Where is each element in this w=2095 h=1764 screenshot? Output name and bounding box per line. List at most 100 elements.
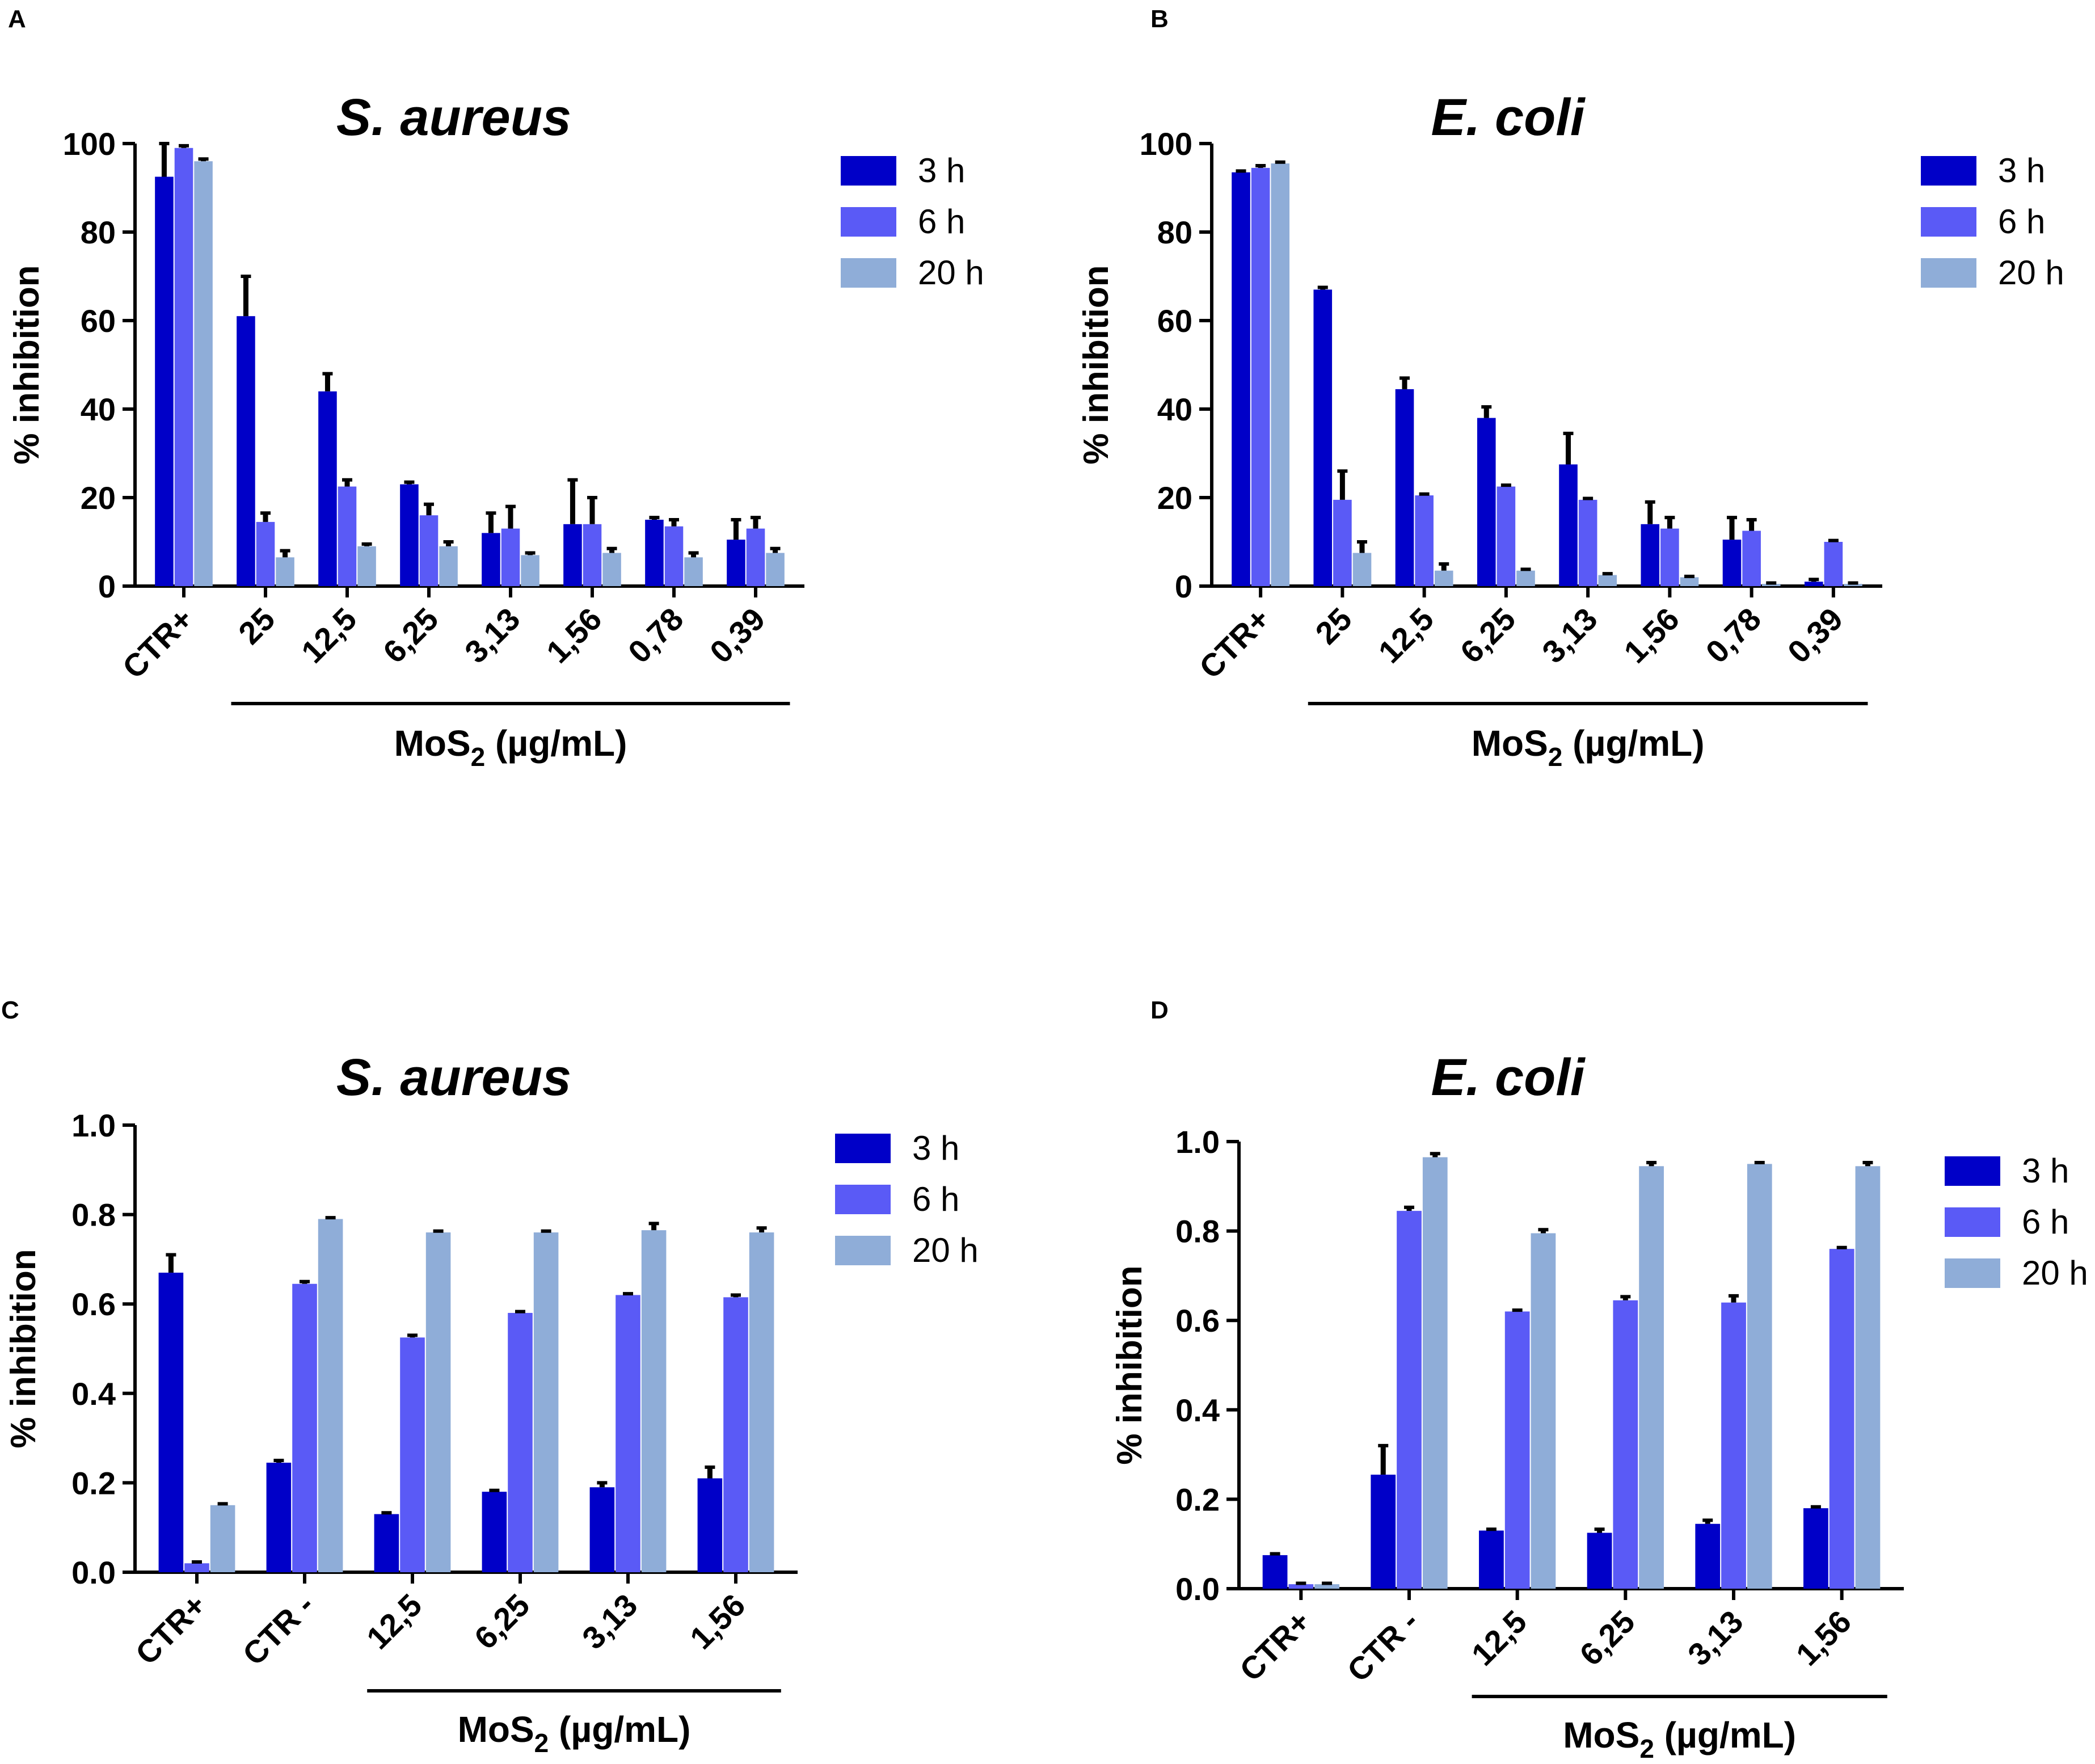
x-tick-label: 1,56 [683,1587,752,1656]
chart-title: S. aureus [336,1049,571,1106]
bar-6h-156 [583,524,602,586]
y-tick-label: 0.4 [1175,1392,1220,1428]
bar-6h-CTR [1251,167,1270,586]
bar-3h-313 [482,533,500,586]
y-tick-label: 60 [1157,303,1192,339]
y-tick-label: 40 [81,391,116,427]
bar-6h-25 [256,521,275,586]
bar-3h-313 [1695,1523,1721,1589]
legend-label: 20 h [1998,254,2064,292]
bar-3h-625 [1477,418,1496,586]
chart-panel-c: C S. aureus 0.0 0.2 0.4 0.6 0.8 1.0 % inhibition… [1,996,979,1758]
bar-3h-156 [1641,524,1660,586]
legend-label: 6 h [912,1180,959,1218]
y-tick-label: 0 [1175,569,1192,604]
y-tick-label: 0.8 [1175,1214,1220,1249]
bar-3h-CTR [155,176,174,586]
x-group-label-unit: (µg/mL) [549,1709,690,1750]
bar-20h-CTR [1422,1157,1448,1589]
bar-6h-039 [1824,542,1843,586]
x-tick-label: CTR - [235,1587,321,1672]
x-tick-label: 25 [231,601,282,651]
x-group-label-main: MoS [1472,723,1548,764]
legend-swatch-20h [841,258,896,288]
panel-letter: C [1,996,19,1024]
bar-6h-CTR [1288,1584,1314,1589]
bar-20h-156 [749,1232,774,1572]
x-tick-label: CTR+ [128,1587,213,1672]
x-tick-label: 3,13 [1535,601,1604,670]
bar-6h-CTR [184,1563,209,1572]
bar-3h-CTR [266,1462,292,1572]
y-tick-label: 0.4 [71,1376,116,1412]
x-tick-label: 1,56 [539,601,609,670]
x-group-label-unit: (µg/mL) [485,723,627,764]
bar-3h-039 [727,540,745,586]
bar-20h-625 [1516,570,1535,586]
y-tick-label: 1.0 [1175,1124,1220,1160]
y-tick-label: 80 [81,214,116,250]
y-tick-label: 40 [1157,391,1192,427]
x-tick-label: 6,25 [1573,1603,1642,1673]
y-tick-label: 100 [1140,126,1192,162]
bar-20h-078 [684,557,703,586]
bar-6h-125 [1415,495,1434,586]
bar-6h-313 [616,1295,640,1572]
bar-6h-625 [508,1312,533,1572]
legend-label: 3 h [918,151,965,190]
bar-6h-625 [419,515,439,586]
y-tick-label: 0.6 [71,1286,116,1322]
bar-3h-CTR [1232,172,1250,586]
y-axis-label: % inhibition [1110,1265,1149,1464]
bar-3h-313 [1559,464,1578,586]
bar-20h-156 [1680,577,1699,586]
bar-3h-CTR [158,1273,184,1572]
bar-6h-125 [400,1337,425,1572]
legend-swatch-20h [1945,1258,2000,1288]
x-group-label-subscript: 2 [1548,742,1563,772]
bar-20h-313 [521,555,539,586]
bar-6h-156 [1660,528,1679,586]
bar-3h-625 [400,484,419,586]
y-tick-label: 80 [1157,214,1192,250]
legend-swatch-20h [1921,258,1976,288]
bar-3h-625 [482,1492,507,1572]
legend-label: 20 h [2022,1254,2088,1292]
legend-label: 6 h [918,203,965,241]
bar-20h-125 [1434,570,1453,586]
bar-6h-313 [1578,499,1597,586]
x-group-label: MoS2 (µg/mL) [1472,723,1705,772]
x-tick-label: CTR+ [1192,601,1277,685]
y-tick-label: 60 [81,303,116,339]
legend-swatch-3h [835,1134,891,1163]
x-group-label-subscript: 2 [471,742,486,772]
legend-label: 3 h [2022,1152,2069,1190]
bar-20h-25 [1352,553,1372,586]
bar-20h-CTR [318,1219,343,1572]
bar-6h-25 [1333,499,1352,586]
bar-3h-313 [589,1487,615,1572]
y-axis-label: % inhibition [1077,265,1116,464]
bar-20h-25 [276,557,294,586]
bar-3h-156 [1803,1508,1828,1589]
y-tick-label: 0.0 [1175,1571,1220,1607]
bar-20h-156 [602,553,621,586]
x-group-label-main: MoS [458,1709,534,1750]
chart-panel-a: A S. aureus 0 20 40 60 80 100 % inhibition CTR+ 25… [7,5,984,772]
bar-6h-CTR [292,1283,317,1572]
bar-20h-156 [1855,1166,1881,1589]
bar-3h-125 [318,391,337,586]
bar-6h-078 [664,526,684,586]
bar-20h-313 [1747,1164,1772,1589]
x-tick-label: 0,39 [1781,601,1850,670]
x-tick-label: 12,5 [360,1587,429,1656]
bar-6h-CTR [174,148,193,586]
x-tick-label: CTR+ [115,601,200,685]
x-tick-label: 1,56 [1617,601,1686,670]
bar-3h-078 [1722,540,1742,586]
chart-title: S. aureus [336,89,571,146]
legend-label: 20 h [912,1231,979,1269]
legend-swatch-6h [1945,1207,2000,1237]
bar-3h-156 [563,524,582,586]
